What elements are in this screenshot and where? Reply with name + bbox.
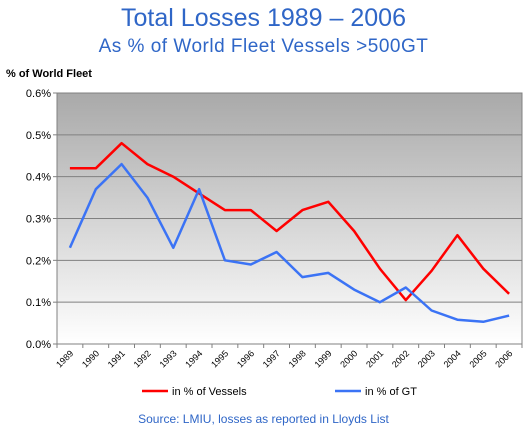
x-tick-label: 1997 [261,348,282,369]
x-tick-label: 1999 [312,348,333,369]
legend-label: in % of Vessels [172,386,247,398]
gridlines [57,134,522,303]
source-note: Source: LMIU, losses as reported in Lloy… [138,412,389,426]
chart-subtitle: As % of World Fleet Vessels >500GT [98,36,429,57]
y-tick-label: 0.1% [26,297,51,309]
y-axis-ticks: 0.0% 0.1% 0.2% 0.3% 0.4% 0.5% 0.6% [26,88,57,351]
x-tick-label: 1994 [183,348,204,369]
x-tick-label: 1993 [157,348,178,369]
series-line-0 [69,141,510,302]
x-tick-label: 2001 [364,348,385,369]
legend: in % of Vessels in % of GT [142,386,417,398]
y-tick-label: 0.0% [26,339,51,351]
chart-title: Total Losses 1989 – 2006 [121,4,406,32]
series-line-1 [68,162,510,324]
x-tick-label: 1996 [235,348,256,369]
x-tick-label: 2006 [493,348,514,369]
x-tick-label: 1989 [54,348,75,369]
y-tick-label: 0.5% [26,130,51,142]
x-tick-label: 2002 [390,348,411,369]
y-tick-label: 0.6% [26,88,51,100]
line-chart: 0.0%0.1%0.2%0.3%0.4%0.5%0.6% 1989 1990 199… [26,88,523,398]
y-tick-label: 0.2% [26,255,51,267]
y-tick-label: 0.3% [26,214,51,226]
x-axis-ticks: 1989 1990 1991 1992 1993 1994 1995 1996 1997 1998… [54,344,523,370]
y-axis-label: % of World Fleet [6,68,92,80]
x-tick-label: 1992 [132,348,153,369]
x-tick-label: 2004 [442,348,463,369]
x-tick-label: 2003 [416,348,437,369]
y-tick-label: 0.4% [26,172,51,184]
x-tick-label: 2005 [467,348,488,369]
x-tick-label: 1991 [106,348,127,369]
x-tick-label: 2000 [338,348,359,369]
legend-label: in % of GT [365,386,417,398]
x-tick-label: 1990 [80,348,101,369]
x-tick-label: 1998 [287,348,308,369]
series-lines [68,141,510,324]
x-tick-label: 1995 [209,348,230,369]
